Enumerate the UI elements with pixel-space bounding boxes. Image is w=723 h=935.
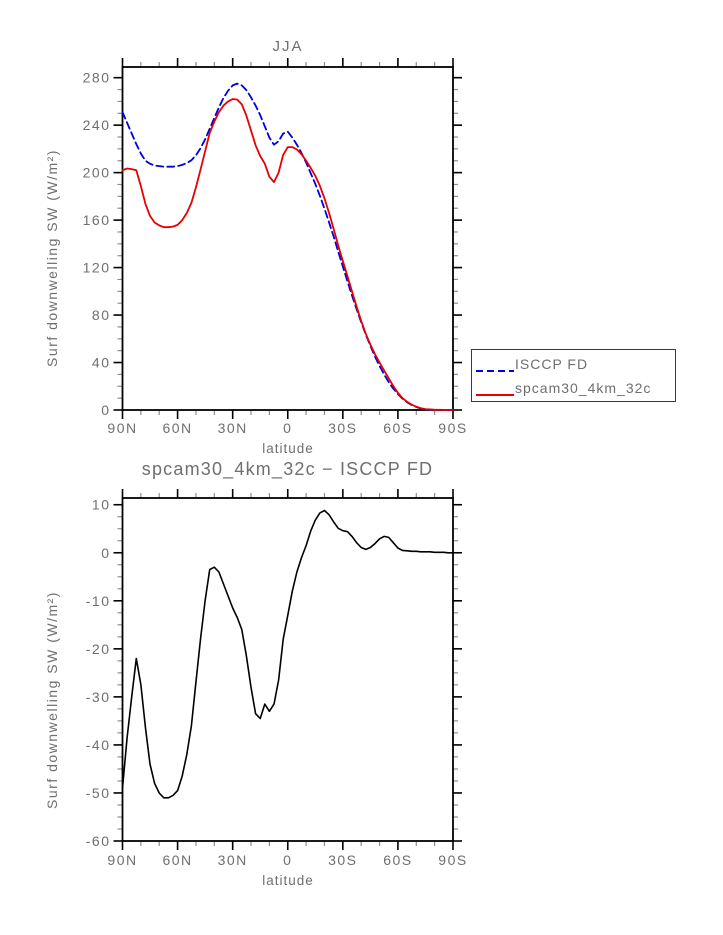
y-tick-label: 280 — [83, 70, 111, 86]
chart-panel: 90N 60N 30N 0 30S 60S 90S 0 40 80 120 160 200 240 280 — [83, 58, 467, 436]
top-chart-x-axis-label: latitude — [262, 441, 314, 456]
series-spcam30-4km-32c — [121, 98, 454, 411]
legend-entry-isccp-fd: ISCCP FD — [476, 352, 675, 376]
legend-line-spcam — [476, 385, 514, 396]
legend-box: ISCCP FD spcam30_4km_32c — [471, 349, 676, 402]
x-tick-label: 30N — [218, 852, 248, 868]
axis-box — [121, 497, 454, 842]
x-tick-label: 90N — [107, 852, 137, 868]
y-tick-label: 0 — [101, 402, 110, 418]
x-tick-label: 90N — [107, 420, 137, 436]
bottom-chart-x-axis-label: latitude — [262, 873, 314, 888]
y-tick-label: 0 — [101, 545, 110, 561]
y-tick-label: 200 — [83, 165, 111, 181]
y-tick-label: 160 — [83, 212, 111, 228]
y-tick-label: -10 — [86, 593, 111, 609]
y-tick-label: -20 — [86, 641, 111, 657]
legend-label-isccp-fd: ISCCP FD — [515, 355, 589, 372]
bottom-chart-y-axis-label: Surf downwelling SW (W/m²) — [44, 591, 60, 809]
series-spcam30-4km-32c-isccp-fd — [121, 509, 454, 799]
series-isccp-fd — [121, 82, 454, 411]
legend-label-spcam: spcam30_4km_32c — [515, 379, 652, 396]
bottom-chart-title: spcam30_4km_32c − ISCCP FD — [141, 459, 434, 479]
x-tick-label: 60N — [162, 852, 192, 868]
x-tick-label: 90S — [438, 420, 467, 436]
x-tick-label: 0 — [283, 420, 292, 436]
top-chart-y-axis-label: Surf downwelling SW (W/m²) — [44, 149, 60, 367]
y-tick-label: -60 — [86, 833, 111, 849]
y-tick-label: -30 — [86, 689, 111, 705]
y-tick-label: -50 — [86, 785, 111, 801]
x-tick-label: 90S — [438, 852, 467, 868]
y-tick-label: 120 — [83, 260, 111, 276]
x-tick-label: 60S — [383, 420, 412, 436]
x-tick-label: 30S — [328, 852, 357, 868]
x-tick-label: 0 — [283, 852, 292, 868]
y-tick-label: -40 — [86, 737, 111, 753]
legend-entry-spcam: spcam30_4km_32c — [476, 376, 675, 400]
x-tick-label: 60N — [162, 420, 192, 436]
top-chart-title: JJA — [272, 38, 304, 55]
y-tick-label: 240 — [83, 117, 111, 133]
axis-box — [121, 66, 454, 411]
x-tick-label: 60S — [383, 852, 412, 868]
y-tick-label: 10 — [92, 497, 111, 513]
y-tick-label: 80 — [92, 307, 111, 323]
chart-panel: 90N 60N 30N 0 30S 60S 90S -60 -50 -40 -30 -20 -10 0 10 — [86, 489, 467, 868]
legend-line-isccp-fd — [476, 361, 514, 372]
x-tick-label: 30N — [218, 420, 248, 436]
x-tick-label: 30S — [328, 420, 357, 436]
y-tick-label: 40 — [92, 355, 111, 371]
